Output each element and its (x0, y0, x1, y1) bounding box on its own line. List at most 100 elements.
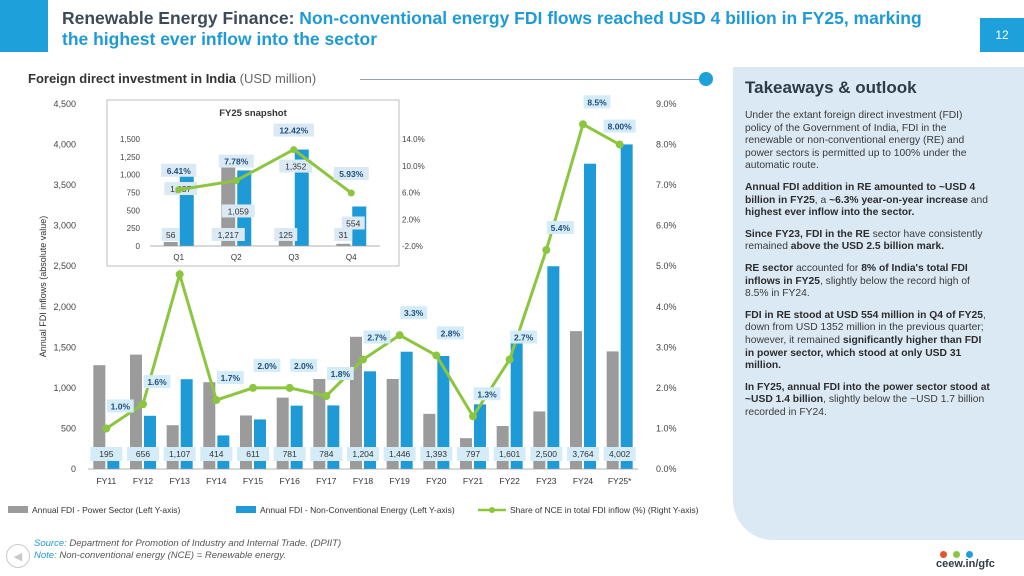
share-label: 1.7% (221, 373, 241, 383)
share-label-bg (290, 358, 318, 372)
nce-value-label-bg (200, 447, 233, 461)
nce-bar (254, 419, 266, 469)
inset-power-label: 56 (166, 230, 176, 240)
share-label-bg (253, 358, 281, 372)
nce-value-label: 2,500 (536, 449, 558, 459)
nce-value-label: 611 (246, 449, 260, 459)
inset-nce-label: 1,352 (285, 162, 307, 172)
nce-value-label-bg (273, 447, 306, 461)
power-bar (93, 365, 106, 469)
y2-tick-label: 7.0% (656, 180, 677, 190)
legend-share-label: Share of NCE in total FDI inflow (%) (Ri… (510, 505, 699, 515)
source-label: Source: (34, 538, 67, 549)
share-point (615, 140, 624, 149)
nce-value-label-bg (493, 447, 526, 461)
y2-tick-label: 0.0% (656, 464, 677, 474)
inset-x-tick-label: Q2 (231, 253, 242, 262)
x-tick-label: FY25* (608, 476, 632, 486)
x-tick-label: FY11 (96, 476, 116, 486)
share-label: 1.8% (331, 369, 351, 379)
share-label-bg (326, 367, 354, 380)
brand-dots (940, 545, 979, 563)
share-point (285, 383, 294, 392)
prev-slide-icon[interactable]: ◀ (6, 544, 30, 568)
brand-link[interactable]: ceew.in/gfc (936, 558, 995, 570)
share-point (432, 351, 441, 360)
note-label: Note: (34, 550, 57, 561)
title-prefix: Renewable Energy Finance: (62, 8, 295, 28)
inset-power-label-bg (211, 228, 245, 241)
share-point (505, 355, 514, 364)
share-label: 2.7% (367, 333, 387, 343)
takeaway-6: In FY25, annual FDI into the power secto… (745, 381, 990, 418)
inset-y2-tick-label: 10.0% (402, 162, 425, 171)
y-tick-label: 4,500 (53, 99, 76, 109)
y2-tick-label: 2.0% (656, 383, 677, 393)
nce-value-label: 1,107 (169, 449, 191, 459)
share-label: 2.0% (257, 361, 277, 371)
inset-y-tick-label: 750 (127, 189, 141, 198)
title-rest: Non-conventional energy FDI flows reache… (62, 8, 922, 49)
share-label-bg (583, 95, 611, 109)
share-point (322, 392, 331, 400)
inset-power-label: 1,217 (218, 230, 240, 240)
takeaway-4: RE sector accounted for 8% of India's to… (745, 262, 970, 300)
chart-subtitle-unit: (USD million) (239, 71, 317, 86)
fdi-chart: 0 500 1,000 1,500 2,000 2,500 3,000 3,500 4,000 4… (8, 95, 699, 515)
brand-dot-orange (940, 551, 947, 558)
nce-bar (584, 163, 596, 469)
nce-value-label: 1,204 (352, 449, 374, 459)
y2-tick-label: 8.0% (656, 140, 677, 150)
inset-share-label: 7.78% (224, 157, 249, 167)
nce-value-label-bg (530, 447, 563, 461)
share-point (579, 120, 587, 129)
note-text: Non-conventional energy (NCE) = Renewabl… (56, 550, 286, 561)
x-tick-label: FY19 (390, 476, 411, 486)
nce-value-label-bg (310, 447, 343, 461)
share-label: 8.5% (587, 97, 607, 107)
takeaway-2: Annual FDI addition in RE amounted to ~U… (745, 181, 988, 219)
inset-nce-label-bg (341, 216, 365, 230)
y2-tick-label: 3.0% (656, 342, 677, 352)
share-point (102, 424, 111, 433)
y-tick-label: 2,500 (53, 261, 76, 271)
takeaways-panel (733, 67, 1024, 540)
inset-power-label: 125 (279, 230, 293, 240)
chart-subtitle-main: Foreign direct investment in India (28, 71, 240, 86)
share-label-bg (106, 399, 134, 413)
inset-share-label: 5.93% (339, 169, 364, 179)
nce-value-label-bg (163, 447, 196, 461)
x-tick-label: FY23 (536, 476, 557, 486)
y-tick-label: 3,000 (53, 221, 76, 231)
inset-share-point (175, 186, 183, 194)
takeaway-1: Under the extant foreign direct investme… (745, 110, 967, 172)
share-point (249, 383, 257, 392)
inset-share-label-bg (333, 166, 369, 180)
share-point (212, 396, 221, 405)
power-bar (606, 351, 619, 469)
share-label: 1.6% (147, 377, 167, 387)
y2-tick-label: 9.0% (656, 99, 677, 109)
inset-power-bar (163, 242, 178, 246)
page-title: Renewable Energy Finance: Non-convention… (62, 8, 952, 50)
share-label: 2.0% (294, 361, 314, 371)
header-accent-bar (0, 0, 48, 52)
share-label-bg (143, 375, 171, 389)
nce-bar (180, 379, 193, 469)
y-tick-label: 2,000 (53, 302, 76, 312)
x-tick-label: FY14 (206, 476, 227, 486)
inset-y2-tick-label: -2.0% (402, 242, 423, 251)
share-label-bg (546, 221, 574, 234)
nce-value-label: 1,393 (426, 449, 448, 459)
inset-share-label-bg (218, 154, 254, 168)
y-tick-label: 0 (71, 464, 76, 474)
nce-value-label: 4,002 (609, 449, 631, 459)
inset-x-tick-label: Q1 (173, 253, 184, 262)
share-label: 2.7% (514, 333, 534, 343)
share-point (359, 355, 367, 364)
inset-share-point (232, 177, 240, 185)
nce-value-label-bg (383, 447, 416, 461)
inset-power-label-bg (334, 228, 353, 241)
inset-y2-tick-label: 6.0% (402, 189, 420, 198)
inset-title: FY25 snapshot (219, 108, 287, 119)
